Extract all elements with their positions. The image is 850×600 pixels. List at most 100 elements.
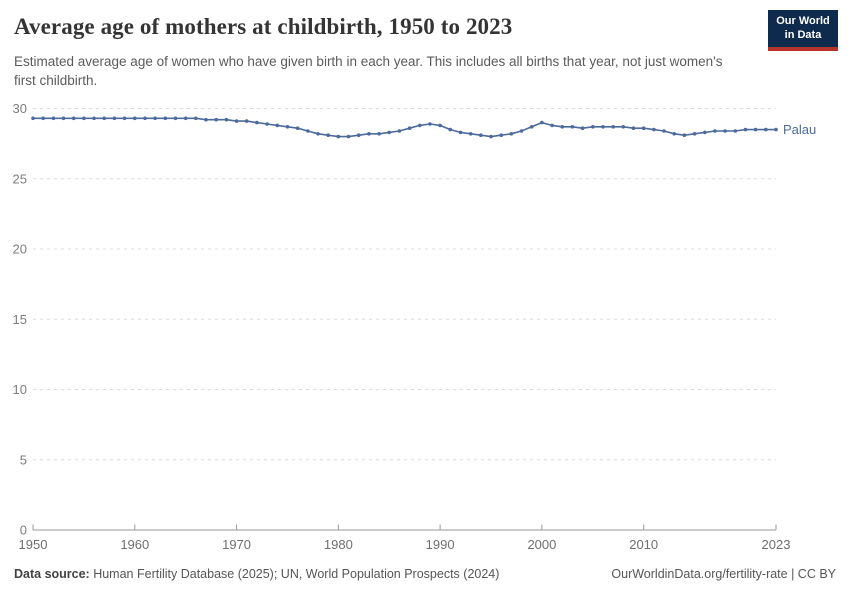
data-point[interactable] [468,132,473,136]
data-point[interactable] [448,127,453,132]
data-source-text: Human Fertility Database (2025); UN, Wor… [89,567,500,581]
data-point[interactable] [733,129,738,133]
data-point[interactable] [540,120,544,125]
entity-label-palau[interactable]: Palau [783,122,816,137]
data-point[interactable] [591,125,595,129]
data-point[interactable] [204,117,208,122]
data-point[interactable] [428,122,432,126]
x-tick-label: 2023 [762,537,791,552]
data-point[interactable] [489,134,493,139]
data-point[interactable] [143,116,147,121]
data-point[interactable] [713,129,717,133]
data-line-palau[interactable] [33,117,776,138]
data-point[interactable] [641,126,646,130]
data-point[interactable] [529,125,534,129]
y-tick-label: 0 [20,523,27,538]
data-point[interactable] [214,117,218,122]
data-point[interactable] [601,125,605,129]
data-point[interactable] [652,127,656,132]
data-point[interactable] [92,116,96,121]
y-tick-label: 5 [20,452,27,467]
data-point[interactable] [407,126,412,130]
x-tick-label: 1960 [120,537,149,552]
data-point[interactable] [438,123,442,128]
data-point[interactable] [295,126,300,130]
data-point[interactable] [519,129,524,133]
data-point[interactable] [31,116,35,121]
data-point[interactable] [764,127,768,132]
data-point[interactable] [550,123,554,128]
data-point[interactable] [611,125,615,129]
citation-link[interactable]: OurWorldinData.org/fertility-rate | CC B… [611,567,836,581]
data-point[interactable] [224,117,229,122]
data-point[interactable] [336,134,341,139]
data-point[interactable] [479,133,483,137]
data-point[interactable] [133,116,137,121]
data-point[interactable] [377,132,381,136]
data-point[interactable] [499,133,504,137]
x-tick-label: 1970 [222,537,251,552]
line-chart[interactable]: 0 5 10 15 20 25 30 1950 1960 1970 1980 1990 2000 2010… [0,0,850,560]
data-point[interactable] [183,116,188,121]
data-point[interactable] [51,116,56,121]
data-point[interactable] [326,133,331,137]
data-point[interactable] [316,132,320,136]
data-point[interactable] [774,127,778,132]
data-point[interactable] [367,132,371,136]
data-point[interactable] [621,125,626,129]
data-point[interactable] [265,122,269,126]
data-point[interactable] [153,116,157,121]
owid-logo[interactable]: Our World in Data [768,10,838,51]
data-point[interactable] [173,116,178,121]
data-point[interactable] [570,125,575,129]
data-point[interactable] [753,127,758,132]
data-point[interactable] [418,123,422,128]
data-point[interactable] [194,116,198,121]
y-tick-label: 30 [13,101,27,116]
data-point[interactable] [306,129,310,133]
data-point[interactable] [387,130,392,135]
data-point[interactable] [703,130,707,135]
data-point[interactable] [560,125,565,129]
data-point[interactable] [275,123,280,128]
data-point[interactable] [255,120,259,125]
y-tick-label: 20 [13,242,27,257]
data-point[interactable] [102,116,106,121]
y-tick-label: 15 [13,312,27,327]
data-point[interactable] [397,129,402,133]
x-tick-label: 1950 [19,537,48,552]
data-point[interactable] [580,126,585,130]
data-point[interactable] [122,116,127,121]
x-tick-label: 1990 [426,537,455,552]
data-point[interactable] [163,116,168,121]
y-tick-label: 10 [13,382,27,397]
owid-logo-line1: Our World [776,15,830,27]
data-point[interactable] [82,116,86,121]
data-point[interactable] [662,129,666,133]
data-point[interactable] [458,130,463,135]
data-point[interactable] [234,119,239,123]
page-title: Average age of mothers at childbirth, 19… [14,14,513,39]
data-point[interactable] [692,132,697,136]
x-tick-label: 2000 [527,537,556,552]
data-point[interactable] [285,125,290,129]
x-tick-label: 1980 [324,537,353,552]
data-source-label: Data source: [14,567,90,581]
data-point[interactable] [61,116,66,121]
data-point[interactable] [244,119,249,123]
data-point[interactable] [672,132,676,136]
data-point[interactable] [356,133,361,137]
data-point[interactable] [631,126,636,130]
data-point[interactable] [723,129,727,133]
data-source: Data source: Human Fertility Database (2… [14,567,499,581]
y-tick-label: 25 [13,171,27,186]
data-point[interactable] [346,134,351,139]
x-tick-label: 2010 [629,537,658,552]
data-point[interactable] [71,116,76,121]
data-point[interactable] [112,116,117,121]
data-point[interactable] [509,132,514,136]
data-point[interactable] [743,127,748,132]
data-point[interactable] [682,133,687,137]
data-point[interactable] [41,116,45,121]
chart-footer: Data source: Human Fertility Database (2… [14,567,836,581]
